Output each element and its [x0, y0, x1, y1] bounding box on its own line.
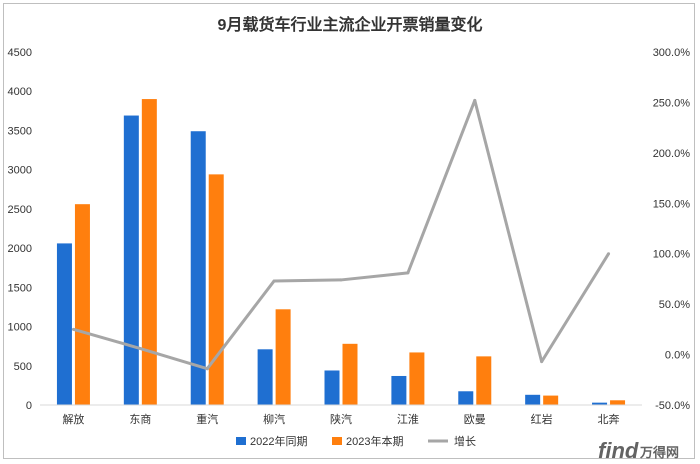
category-label: 解放	[62, 412, 84, 426]
bar-2023	[543, 395, 559, 405]
category-label: 红岩	[531, 412, 553, 426]
growth-point	[138, 347, 142, 351]
right-tick-label: -50.0%	[655, 400, 690, 412]
category-labels: 解放 东商 重汽 柳汽 陕汽 江淮 欧曼 红岩 北奔	[62, 412, 619, 426]
bar-2023	[409, 352, 425, 405]
bar-2023	[74, 204, 90, 405]
right-tick-label: 300.0%	[653, 47, 691, 59]
right-tick-label: 250.0%	[653, 97, 691, 109]
growth-point	[272, 279, 276, 283]
legend-label: 2022年同期	[250, 434, 307, 448]
bar-2022	[190, 131, 206, 405]
bar-2022	[257, 349, 273, 405]
legend-label: 增长	[454, 434, 476, 448]
left-tick-label: 1500	[8, 282, 32, 294]
left-tick-label: 4000	[8, 86, 32, 98]
bar-2023	[141, 99, 157, 406]
legend: 2022年同期 2023年本期 增长	[236, 434, 476, 448]
category-label: 欧曼	[464, 413, 486, 426]
left-tick-label: 2000	[8, 243, 32, 255]
bars-group	[56, 99, 626, 406]
left-axis-ticks: 0 500 1000 1500 2000 2500 3000 3500 4000 4500	[8, 47, 32, 412]
growth-point	[540, 360, 544, 364]
growth-point	[473, 98, 477, 102]
legend-swatch	[332, 437, 342, 445]
bar-2022	[592, 402, 608, 405]
watermark-suffix: 万得网	[639, 445, 679, 460]
left-tick-label: 0	[26, 400, 32, 412]
right-tick-label: 50.0%	[659, 299, 690, 311]
bar-2022	[123, 115, 139, 405]
bar-2023	[208, 174, 224, 405]
category-label: 重汽	[196, 412, 218, 426]
right-tick-label: 0.0%	[665, 350, 690, 362]
bar-2022	[525, 394, 541, 405]
left-tick-label: 1000	[8, 322, 32, 334]
bar-2023	[342, 343, 358, 405]
growth-point	[71, 327, 75, 331]
left-tick-label: 500	[14, 361, 32, 373]
growth-point	[205, 367, 209, 371]
left-tick-label: 4500	[8, 47, 32, 59]
left-tick-label: 3500	[8, 125, 32, 137]
right-tick-label: 200.0%	[653, 148, 691, 160]
bar-2023	[610, 400, 626, 405]
watermark: find 万得网	[598, 438, 679, 463]
left-tick-label: 2500	[8, 204, 32, 216]
bar-2022	[458, 391, 474, 405]
legend-label: 2023年本期	[346, 434, 403, 448]
bar-2023	[476, 356, 492, 405]
left-tick-label: 3000	[8, 165, 32, 177]
bar-2023	[275, 309, 291, 405]
category-label: 北奔	[598, 413, 620, 426]
right-tick-label: 100.0%	[653, 249, 691, 261]
watermark-text: find	[598, 438, 639, 463]
right-tick-label: 150.0%	[653, 198, 691, 210]
chart-title: 9月载货车行业主流企业开票销量变化	[218, 15, 483, 34]
category-label: 柳汽	[263, 412, 285, 426]
category-label: 东商	[129, 412, 151, 426]
category-label: 江淮	[397, 413, 419, 426]
bar-2022	[391, 375, 407, 405]
legend-swatch	[236, 437, 246, 445]
growth-point	[406, 271, 410, 275]
bar-2022	[324, 370, 340, 405]
growth-point	[607, 252, 611, 256]
bar-2022	[56, 243, 72, 405]
growth-point	[339, 278, 343, 282]
category-label: 陕汽	[330, 412, 352, 426]
growth-line-group	[71, 98, 611, 371]
right-axis-ticks: -50.0% 0.0% 50.0% 100.0% 150.0% 200.0% 250.0% 3…	[653, 47, 691, 412]
